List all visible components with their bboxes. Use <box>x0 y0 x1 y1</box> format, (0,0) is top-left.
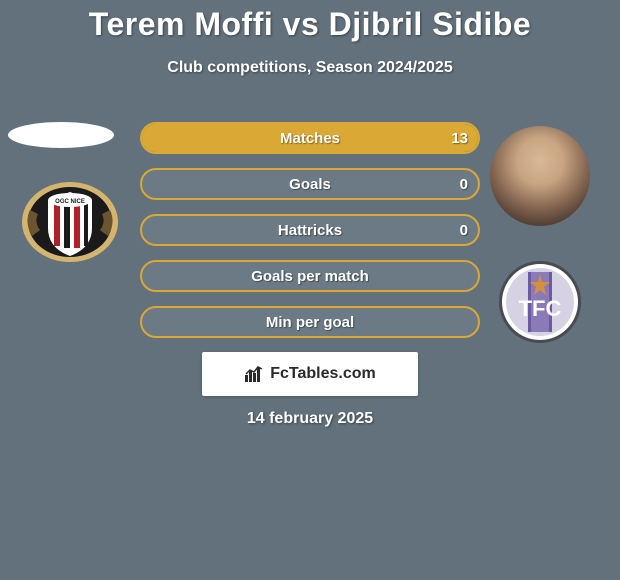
page-title: Terem Moffi vs Djibril Sidibe <box>0 0 620 43</box>
stat-row-matches: Matches 13 <box>140 122 480 154</box>
stat-value-right: 0 <box>460 170 468 198</box>
stat-label: Goals per match <box>142 262 478 290</box>
stat-row-goals: Goals 0 <box>140 168 480 200</box>
stat-label: Hattricks <box>142 216 478 244</box>
date-text: 14 february 2025 <box>0 410 620 428</box>
stat-row-mpg: Min per goal <box>140 306 480 338</box>
brand-text: FcTables.com <box>270 365 376 383</box>
player-right-avatar <box>490 126 590 226</box>
nice-crest-icon: OGC NICE <box>20 180 120 264</box>
stat-label: Min per goal <box>142 308 478 336</box>
player-left-avatar <box>8 122 114 148</box>
club-right-crest: TFC <box>498 260 582 344</box>
stats-container: Matches 13 Goals 0 Hattricks 0 Goals per… <box>140 122 480 352</box>
stat-row-hattricks: Hattricks 0 <box>140 214 480 246</box>
svg-text:TFC: TFC <box>519 296 562 321</box>
bar-chart-icon <box>244 365 266 383</box>
stat-label: Matches <box>142 124 478 152</box>
subtitle: Club competitions, Season 2024/2025 <box>0 59 620 77</box>
stat-value-right: 0 <box>460 216 468 244</box>
stat-label: Goals <box>142 170 478 198</box>
tfc-crest-icon: TFC <box>498 260 582 344</box>
stat-row-gpm: Goals per match <box>140 260 480 292</box>
stat-value-right: 13 <box>451 124 468 152</box>
club-left-crest: OGC NICE <box>20 180 120 264</box>
brand-box: FcTables.com <box>202 352 418 396</box>
svg-text:OGC NICE: OGC NICE <box>55 199 85 205</box>
